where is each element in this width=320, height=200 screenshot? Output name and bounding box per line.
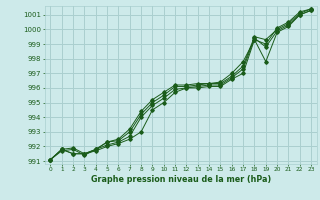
X-axis label: Graphe pression niveau de la mer (hPa): Graphe pression niveau de la mer (hPa)	[91, 175, 271, 184]
